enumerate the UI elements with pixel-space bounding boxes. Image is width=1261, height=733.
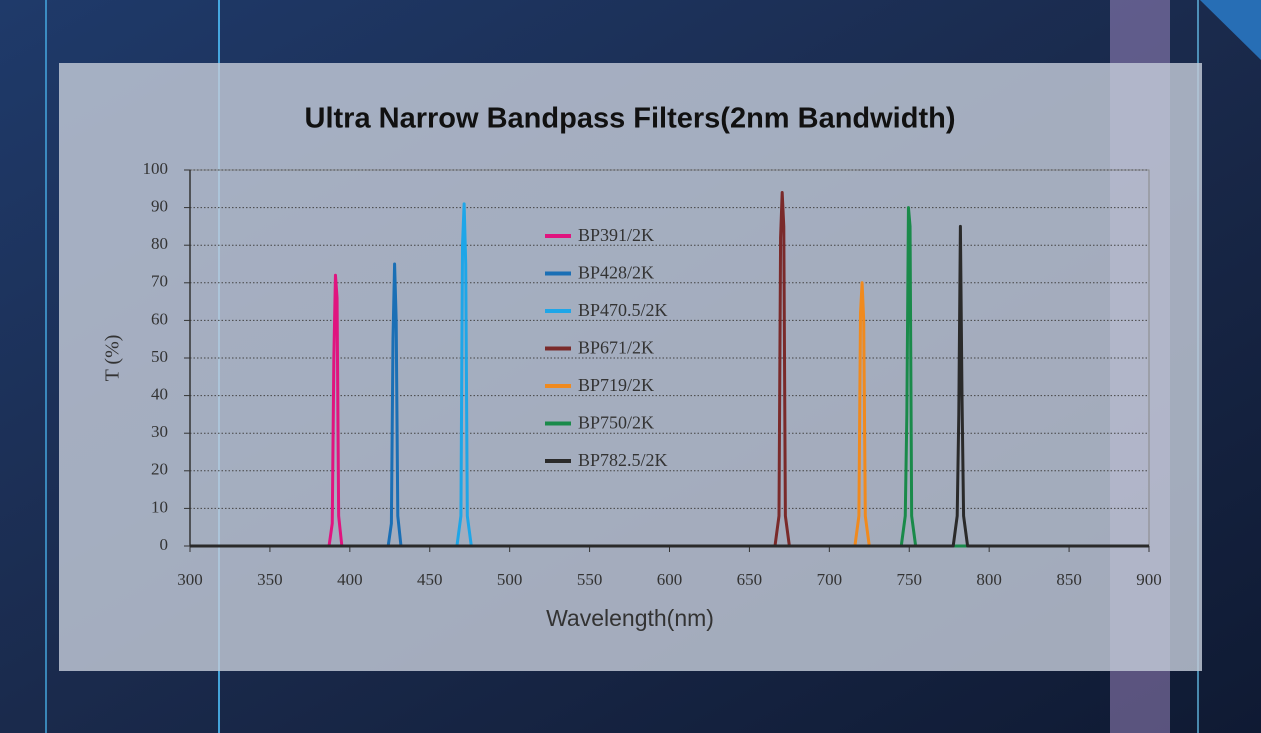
y-tick-label: 90 [151,197,168,216]
y-tick-label: 40 [151,385,168,404]
series-line [190,281,1149,548]
y-tick-label: 10 [151,497,168,516]
series-line [190,273,1149,548]
legend-label: BP750/2K [578,413,654,433]
y-tick-label: 50 [151,347,168,366]
y-tick-label: 80 [151,234,168,253]
y-tick-label: 100 [143,159,169,178]
series-line [190,262,1149,548]
x-tick-label: 850 [1056,570,1082,589]
x-tick-label: 600 [657,570,683,589]
legend-label: BP782.5/2K [578,450,668,470]
y-tick-label: 0 [160,535,169,554]
x-tick-label: 550 [577,570,603,589]
x-tick-label: 350 [257,570,283,589]
series-line [190,202,1149,548]
y-axis-label: T (%) [102,335,124,382]
x-tick-label: 300 [177,570,203,589]
x-axis-label: Wavelength(nm) [546,605,714,631]
y-tick-label: 20 [151,460,168,479]
panel [59,63,1202,671]
x-tick-label: 400 [337,570,363,589]
series-line [190,206,1149,548]
y-tick-label: 30 [151,422,168,441]
y-tick-label: 70 [151,272,168,291]
x-tick-label: 500 [497,570,523,589]
y-tick-label: 60 [151,309,168,328]
legend-label: BP719/2K [578,375,654,395]
legend-label: BP391/2K [578,225,654,245]
x-tick-label: 700 [817,570,843,589]
legend-label: BP671/2K [578,338,654,358]
x-tick-label: 650 [737,570,763,589]
legend-label: BP428/2K [578,263,654,283]
x-tick-label: 800 [976,570,1002,589]
series-line [190,191,1149,548]
x-tick-label: 450 [417,570,443,589]
x-tick-label: 750 [897,570,923,589]
x-tick-label: 900 [1136,570,1162,589]
legend-label: BP470.5/2K [578,300,668,320]
series-line [190,224,1149,548]
chart-title: Ultra Narrow Bandpass Filters(2nm Bandwi… [305,103,956,135]
decor-corner [1200,0,1261,60]
